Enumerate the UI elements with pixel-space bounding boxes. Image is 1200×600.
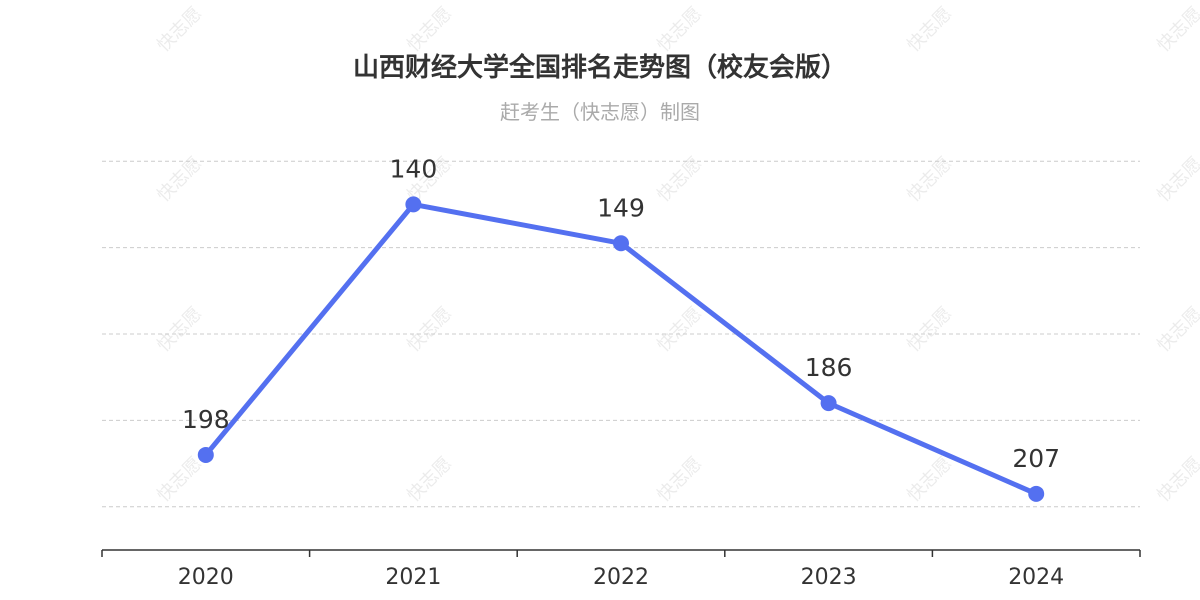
watermark-text: 快志愿 xyxy=(403,303,456,356)
watermark-text: 快志愿 xyxy=(1153,3,1200,56)
data-label: 140 xyxy=(390,154,438,183)
x-tick-label: 2021 xyxy=(385,565,441,590)
x-tick-label: 2023 xyxy=(801,565,857,590)
x-tick-label: 2024 xyxy=(1008,565,1064,590)
watermark-text: 快志愿 xyxy=(403,453,456,506)
watermark-text: 快志愿 xyxy=(153,3,206,56)
watermark-text: 快志愿 xyxy=(903,453,956,506)
data-label: 149 xyxy=(597,193,645,222)
data-point[interactable] xyxy=(405,196,422,213)
watermark-text: 快志愿 xyxy=(1153,453,1200,506)
watermark-text: 快志愿 xyxy=(903,303,956,356)
series-layer: 198 140 149 186 207 xyxy=(182,154,1060,502)
watermark-text: 快志愿 xyxy=(153,453,206,506)
data-point[interactable] xyxy=(1028,485,1045,502)
watermark-text: 快志愿 xyxy=(153,303,206,356)
watermark-text: 快志愿 xyxy=(653,303,706,356)
chart-title: 山西财经大学全国排名走势图（校友会版） xyxy=(353,52,847,83)
watermark-text: 快志愿 xyxy=(653,453,706,506)
data-label: 186 xyxy=(805,353,853,382)
watermark-text: 快志愿 xyxy=(1153,153,1200,206)
data-point[interactable] xyxy=(820,395,837,412)
watermark-text: 快志愿 xyxy=(653,3,706,56)
x-tick-label: 2020 xyxy=(178,565,234,590)
watermark-text: 快志愿 xyxy=(403,3,456,56)
watermark-text: 快志愿 xyxy=(1153,303,1200,356)
chart-subtitle: 赶考生（快志愿）制图 xyxy=(500,100,700,124)
data-label: 198 xyxy=(182,405,230,434)
data-label: 207 xyxy=(1012,444,1060,473)
watermark-text: 快志愿 xyxy=(903,3,956,56)
data-point[interactable] xyxy=(613,235,629,252)
data-point[interactable] xyxy=(197,446,214,463)
x-tick-label: 2022 xyxy=(593,565,649,590)
x-axis: 2020 2021 2022 2023 2024 xyxy=(101,549,1141,590)
